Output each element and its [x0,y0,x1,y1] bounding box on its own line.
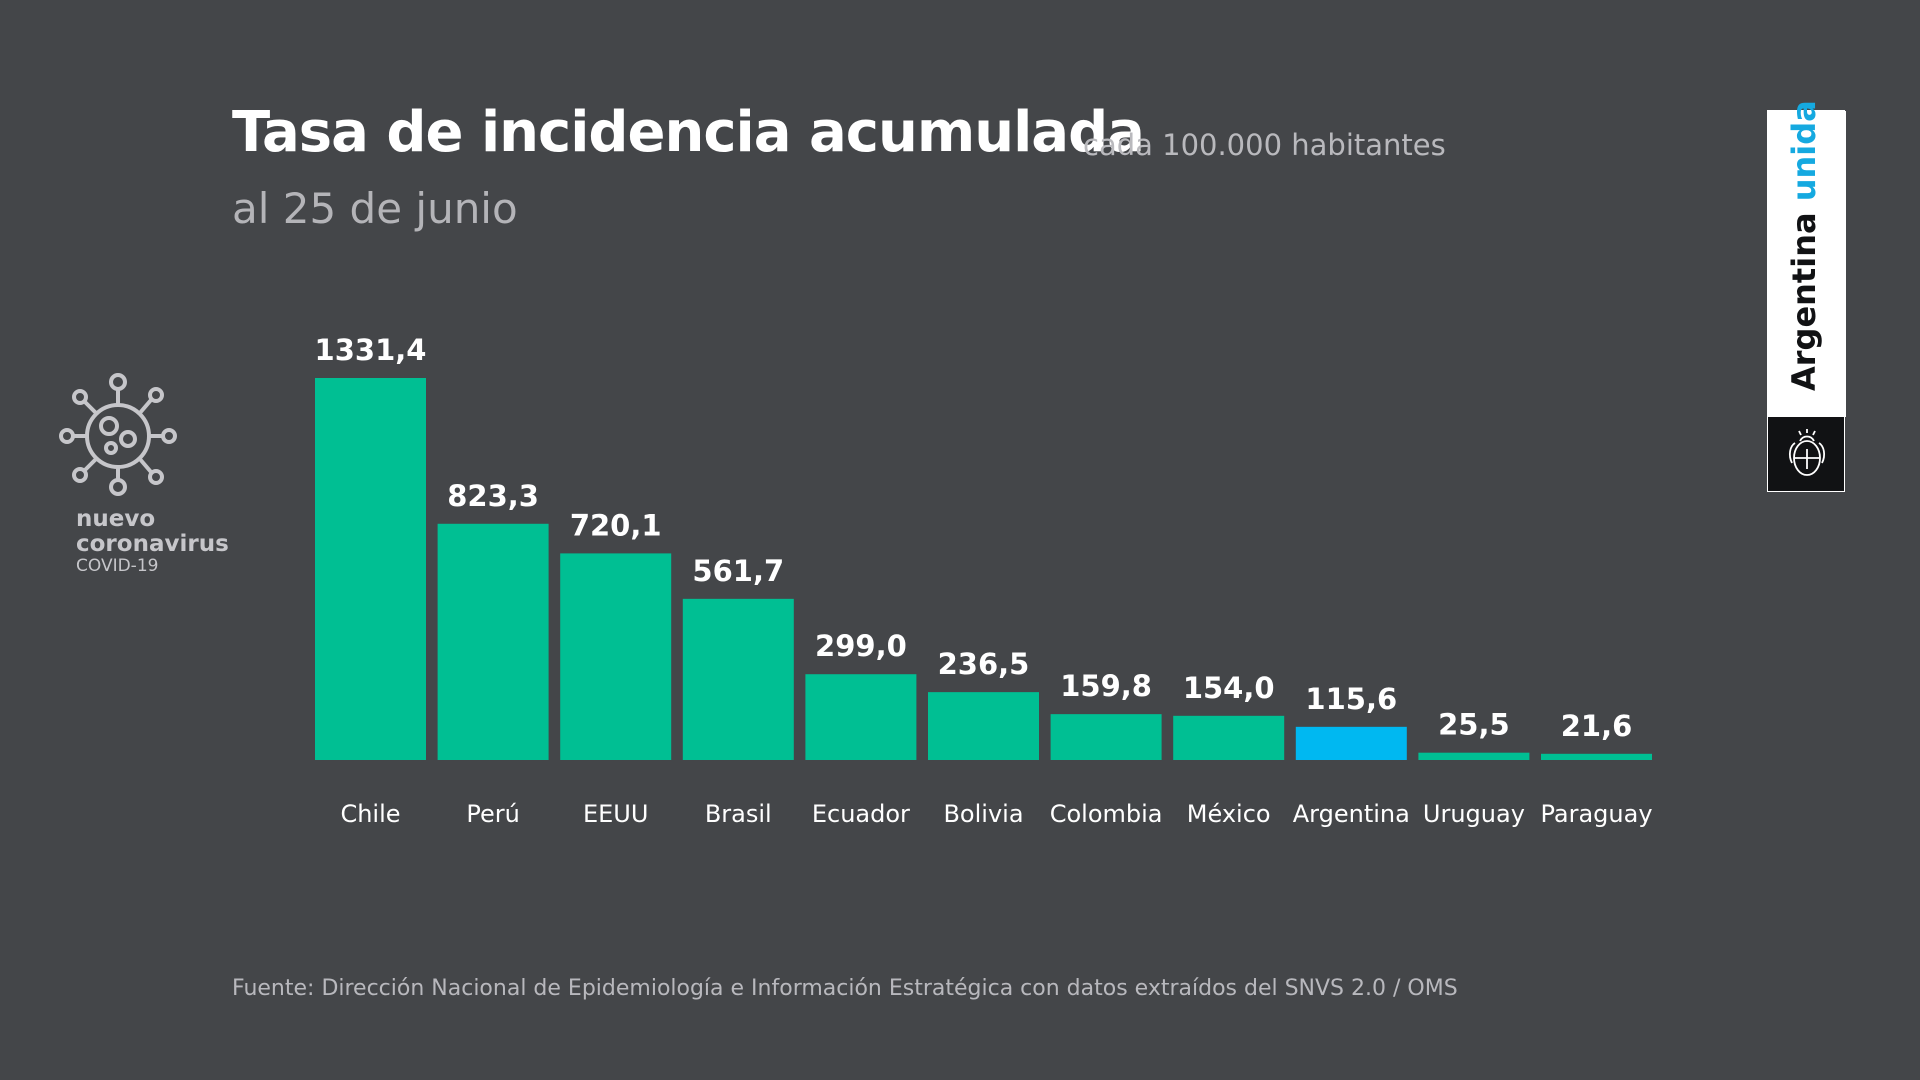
bar-colombia [1050,714,1162,760]
bar-perú [437,523,549,760]
virus-badge-line1: nuevo [76,506,156,532]
category-label-uruguay: Uruguay [1423,800,1525,828]
chart-title: Tasa de incidencia acumulada [232,100,1145,165]
bar-méxico [1173,715,1285,760]
chart-subtitle: cada 100.000 habitantes [1083,128,1446,162]
date-line: al 25 de junio [232,184,518,233]
category-label-bolivia: Bolivia [943,800,1023,828]
bar-bolivia [928,692,1039,760]
category-label-argentina: Argentina [1293,800,1410,828]
virus-badge-text: nuevo coronavirus COVID-19 [76,508,229,575]
category-label-paraguay: Paraguay [1540,800,1652,828]
bar-paraguay [1541,753,1652,760]
category-label-méxico: México [1187,800,1271,828]
category-label-ecuador: Ecuador [812,800,910,828]
category-label-colombia: Colombia [1050,800,1163,828]
bar-uruguay [1418,752,1530,760]
value-label-perú: 823,3 [447,479,539,513]
value-label-bolivia: 236,5 [938,647,1030,681]
virus-badge: nuevo coronavirus COVID-19 [58,372,238,592]
value-label-brasil: 561,7 [692,554,784,588]
value-label-colombia: 159,8 [1060,669,1152,703]
argentina-unida-badge: Argentina unida [1767,100,1846,492]
bar-ecuador [805,674,917,760]
category-label-brasil: Brasil [705,800,772,828]
value-label-ecuador: 299,0 [815,629,907,663]
virus-badge-line3: COVID-19 [76,556,159,576]
virus-icon [59,373,177,496]
value-label-uruguay: 25,5 [1438,708,1510,742]
value-label-paraguay: 21,6 [1561,709,1633,743]
bar-chile [315,378,426,760]
bar-brasil [682,598,794,760]
source-note: Fuente: Dirección Nacional de Epidemiolo… [232,976,1458,1001]
brand-text-part2: unida [1785,100,1823,202]
category-label-chile: Chile [340,800,400,828]
value-label-méxico: 154,0 [1183,671,1275,705]
brand-text-part1: Argentina [1785,212,1823,391]
value-label-argentina: 115,6 [1305,682,1397,716]
bar-argentina [1295,726,1407,760]
category-label-perú: Perú [466,800,519,828]
argentina-coat-of-arms-icon [1788,429,1826,476]
bar-eeuu [560,553,672,760]
value-label-chile: 1331,4 [315,333,427,367]
category-label-eeuu: EEUU [583,800,648,828]
brand-text: Argentina unida [1785,100,1826,391]
virus-badge-line2: coronavirus [76,531,229,557]
value-label-eeuu: 720,1 [570,508,662,542]
brand-panel-top [1768,111,1846,417]
